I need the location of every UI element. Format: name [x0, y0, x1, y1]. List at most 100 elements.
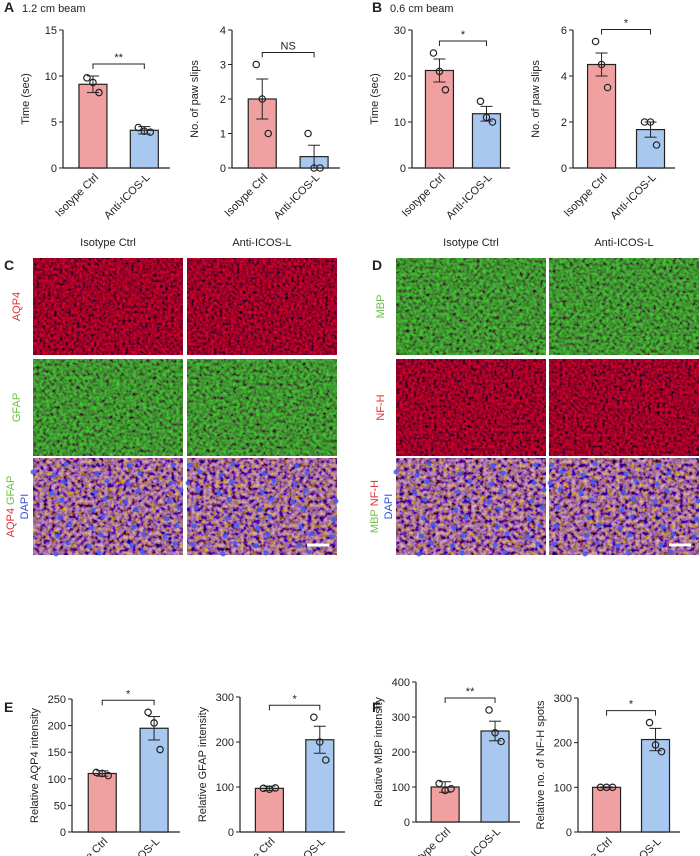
nucleus	[422, 497, 428, 503]
nucleus	[691, 534, 697, 540]
nucleus	[267, 514, 273, 520]
y-tick-label: 4	[561, 71, 567, 83]
nucleus	[627, 532, 633, 538]
nucleus	[428, 540, 434, 546]
x-tick-label: Isotype Ctrl	[230, 836, 278, 856]
nucleus	[294, 463, 300, 469]
row-label-part: DAPI	[19, 494, 31, 520]
nucleus	[668, 549, 674, 555]
nucleus	[59, 497, 65, 503]
micrograph-texture	[549, 258, 699, 355]
nucleus	[127, 463, 133, 469]
y-tick-label: 0	[404, 817, 410, 829]
nucleus	[430, 522, 436, 528]
bar	[78, 83, 108, 169]
significance-label: *	[629, 699, 634, 711]
panel-label: F	[372, 699, 381, 715]
nucleus	[176, 505, 182, 511]
nucleus	[197, 469, 203, 475]
bar	[586, 63, 617, 169]
nucleus	[67, 522, 73, 528]
nucleus	[220, 551, 226, 557]
nucleus	[271, 478, 277, 484]
nucleus	[547, 480, 553, 486]
y-axis-label: Time (sec)	[369, 73, 381, 125]
nucleus	[467, 478, 473, 484]
nucleus	[629, 514, 635, 520]
nucleus	[578, 490, 584, 496]
row-label: GFAP	[11, 393, 23, 422]
nucleus	[125, 481, 131, 487]
nucleus	[670, 531, 676, 537]
bar	[640, 738, 671, 833]
nucleus	[416, 551, 422, 557]
x-tick-label: Isotype Ctrl	[223, 172, 271, 220]
nucleus	[451, 525, 457, 531]
nucleus	[216, 490, 222, 496]
data-point	[264, 129, 273, 138]
data-point	[435, 779, 443, 788]
nucleus	[96, 550, 102, 556]
y-tick-label: 0	[561, 163, 567, 175]
nucleus	[49, 490, 55, 496]
row-label: AQP4 GFAPDAPI	[5, 476, 31, 538]
bar	[424, 69, 455, 169]
bar	[480, 730, 510, 823]
nucleus	[65, 540, 71, 546]
nucleus	[131, 524, 137, 530]
nucleus	[228, 479, 234, 485]
nucleus	[492, 542, 498, 548]
data-point	[476, 97, 485, 106]
nucleus	[129, 542, 135, 548]
y-tick-label: 0	[60, 827, 66, 839]
nucleus	[457, 471, 463, 477]
nucleus	[412, 490, 418, 496]
significance-bracket	[92, 63, 145, 69]
y-tick-label: 0	[566, 827, 572, 839]
nucleus	[662, 506, 668, 512]
nucleus	[232, 540, 238, 546]
nucleus	[55, 533, 61, 539]
data-point	[652, 141, 661, 149]
bar	[129, 129, 159, 169]
x-tick-label: Isotype Ctrl	[562, 172, 610, 220]
beam-label: 0.6 cm beam	[390, 3, 454, 15]
nucleus	[553, 523, 559, 529]
nucleus	[261, 471, 267, 477]
nucleus	[253, 543, 259, 549]
panel-label: A	[4, 0, 14, 15]
nucleus	[535, 541, 541, 547]
nucleus	[486, 499, 492, 505]
data-point	[651, 741, 660, 749]
panel-label: C	[4, 257, 14, 273]
nucleus	[86, 543, 92, 549]
nucleus	[660, 524, 666, 530]
nucleus	[664, 488, 670, 494]
nucleus	[30, 469, 36, 475]
row-label-part: MBP	[369, 509, 381, 533]
nucleus	[218, 472, 224, 478]
data-point	[485, 706, 493, 714]
micrograph-texture	[33, 458, 183, 555]
nucleus	[529, 498, 535, 504]
nucleus	[224, 515, 230, 521]
nucleus	[500, 470, 506, 476]
nucleus	[168, 480, 174, 486]
data-point	[315, 738, 324, 746]
data-point	[89, 78, 97, 87]
bar	[139, 727, 169, 833]
x-tick-label: Anti-ICOS-L	[613, 836, 663, 856]
nucleus	[459, 550, 465, 556]
y-tick-label: 0	[228, 827, 234, 839]
data-point	[95, 88, 103, 97]
nucleus	[191, 523, 197, 529]
nucleus	[329, 534, 335, 540]
nucleus	[290, 499, 296, 505]
nucleus	[63, 461, 69, 467]
nucleus	[541, 487, 547, 493]
nucleus	[164, 516, 170, 522]
row-label-part: NF-H	[369, 480, 381, 506]
y-tick-label: 0	[51, 163, 57, 175]
micrograph-texture	[33, 359, 183, 456]
